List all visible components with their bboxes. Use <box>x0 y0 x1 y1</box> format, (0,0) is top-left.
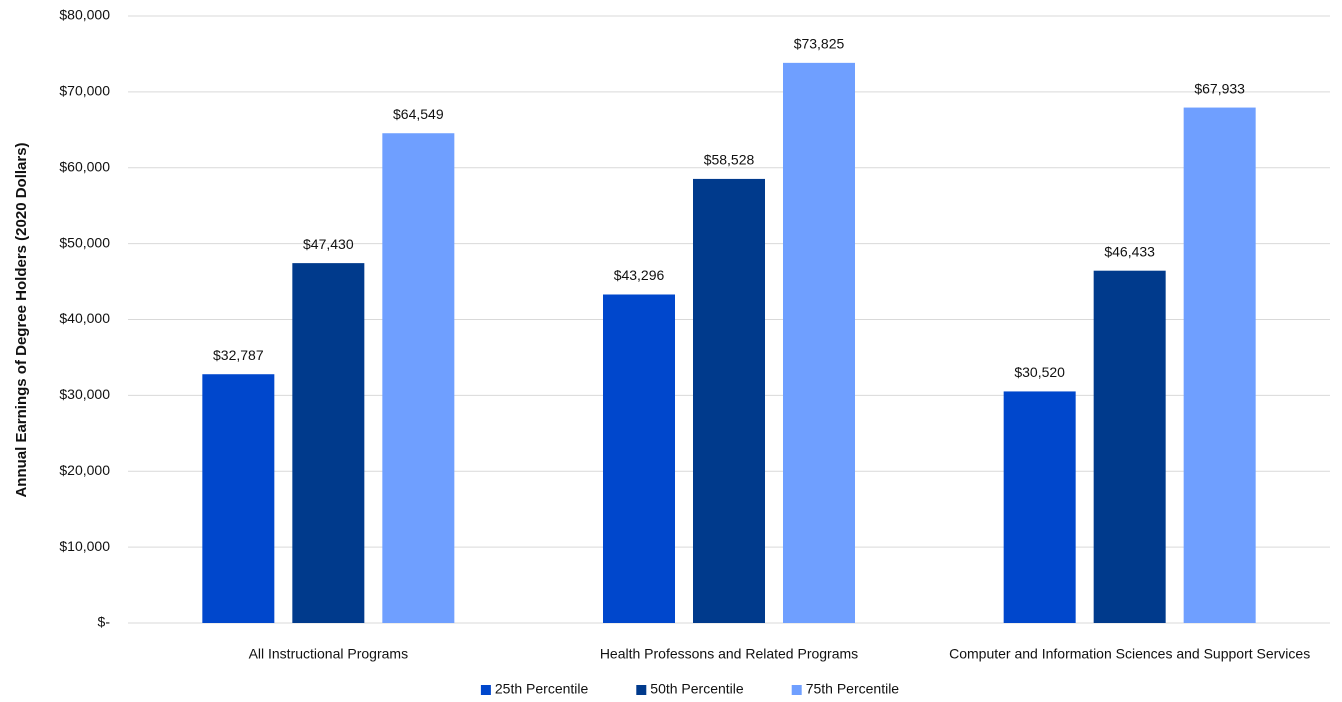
data-label: $64,549 <box>393 106 444 122</box>
bar <box>382 133 455 623</box>
y-tick-label: $30,000 <box>59 386 110 402</box>
data-label: $30,520 <box>1014 364 1065 380</box>
y-tick-label: $80,000 <box>59 7 110 23</box>
data-label: $43,296 <box>614 267 665 283</box>
bar <box>693 178 765 623</box>
y-tick-label: $60,000 <box>59 158 110 174</box>
data-label: $32,787 <box>213 347 264 363</box>
legend-label: 50th Percentile <box>650 681 744 697</box>
bar <box>783 62 855 624</box>
y-tick-label: $20,000 <box>59 462 110 478</box>
bar <box>603 294 675 623</box>
bar <box>292 263 365 623</box>
data-label: $46,433 <box>1104 243 1155 259</box>
bar <box>1003 391 1076 623</box>
y-tick-label: $70,000 <box>59 83 110 99</box>
bar <box>1093 270 1166 623</box>
y-tick-label: $50,000 <box>59 234 110 250</box>
data-label: $73,825 <box>794 36 845 52</box>
y-tick-label: $- <box>98 614 111 630</box>
y-tick-label: $10,000 <box>59 538 110 554</box>
x-tick-label: All Instructional Programs <box>249 646 409 662</box>
legend-swatch <box>791 685 802 695</box>
bar <box>202 374 275 623</box>
bar <box>1183 107 1256 624</box>
y-axis-title: Annual Earnings of Degree Holders (2020 … <box>13 142 30 497</box>
x-tick-label: Health Professons and Related Programs <box>600 646 858 662</box>
data-label: $47,430 <box>303 236 354 252</box>
data-label: $67,933 <box>1194 80 1245 96</box>
x-tick-label: Computer and Information Sciences and Su… <box>949 646 1310 662</box>
y-tick-label: $40,000 <box>59 310 110 326</box>
data-label: $58,528 <box>704 152 755 168</box>
legend-swatch <box>636 685 647 695</box>
legend-label: 75th Percentile <box>806 681 900 697</box>
legend-label: 25th Percentile <box>495 681 589 697</box>
legend-swatch <box>480 685 491 695</box>
